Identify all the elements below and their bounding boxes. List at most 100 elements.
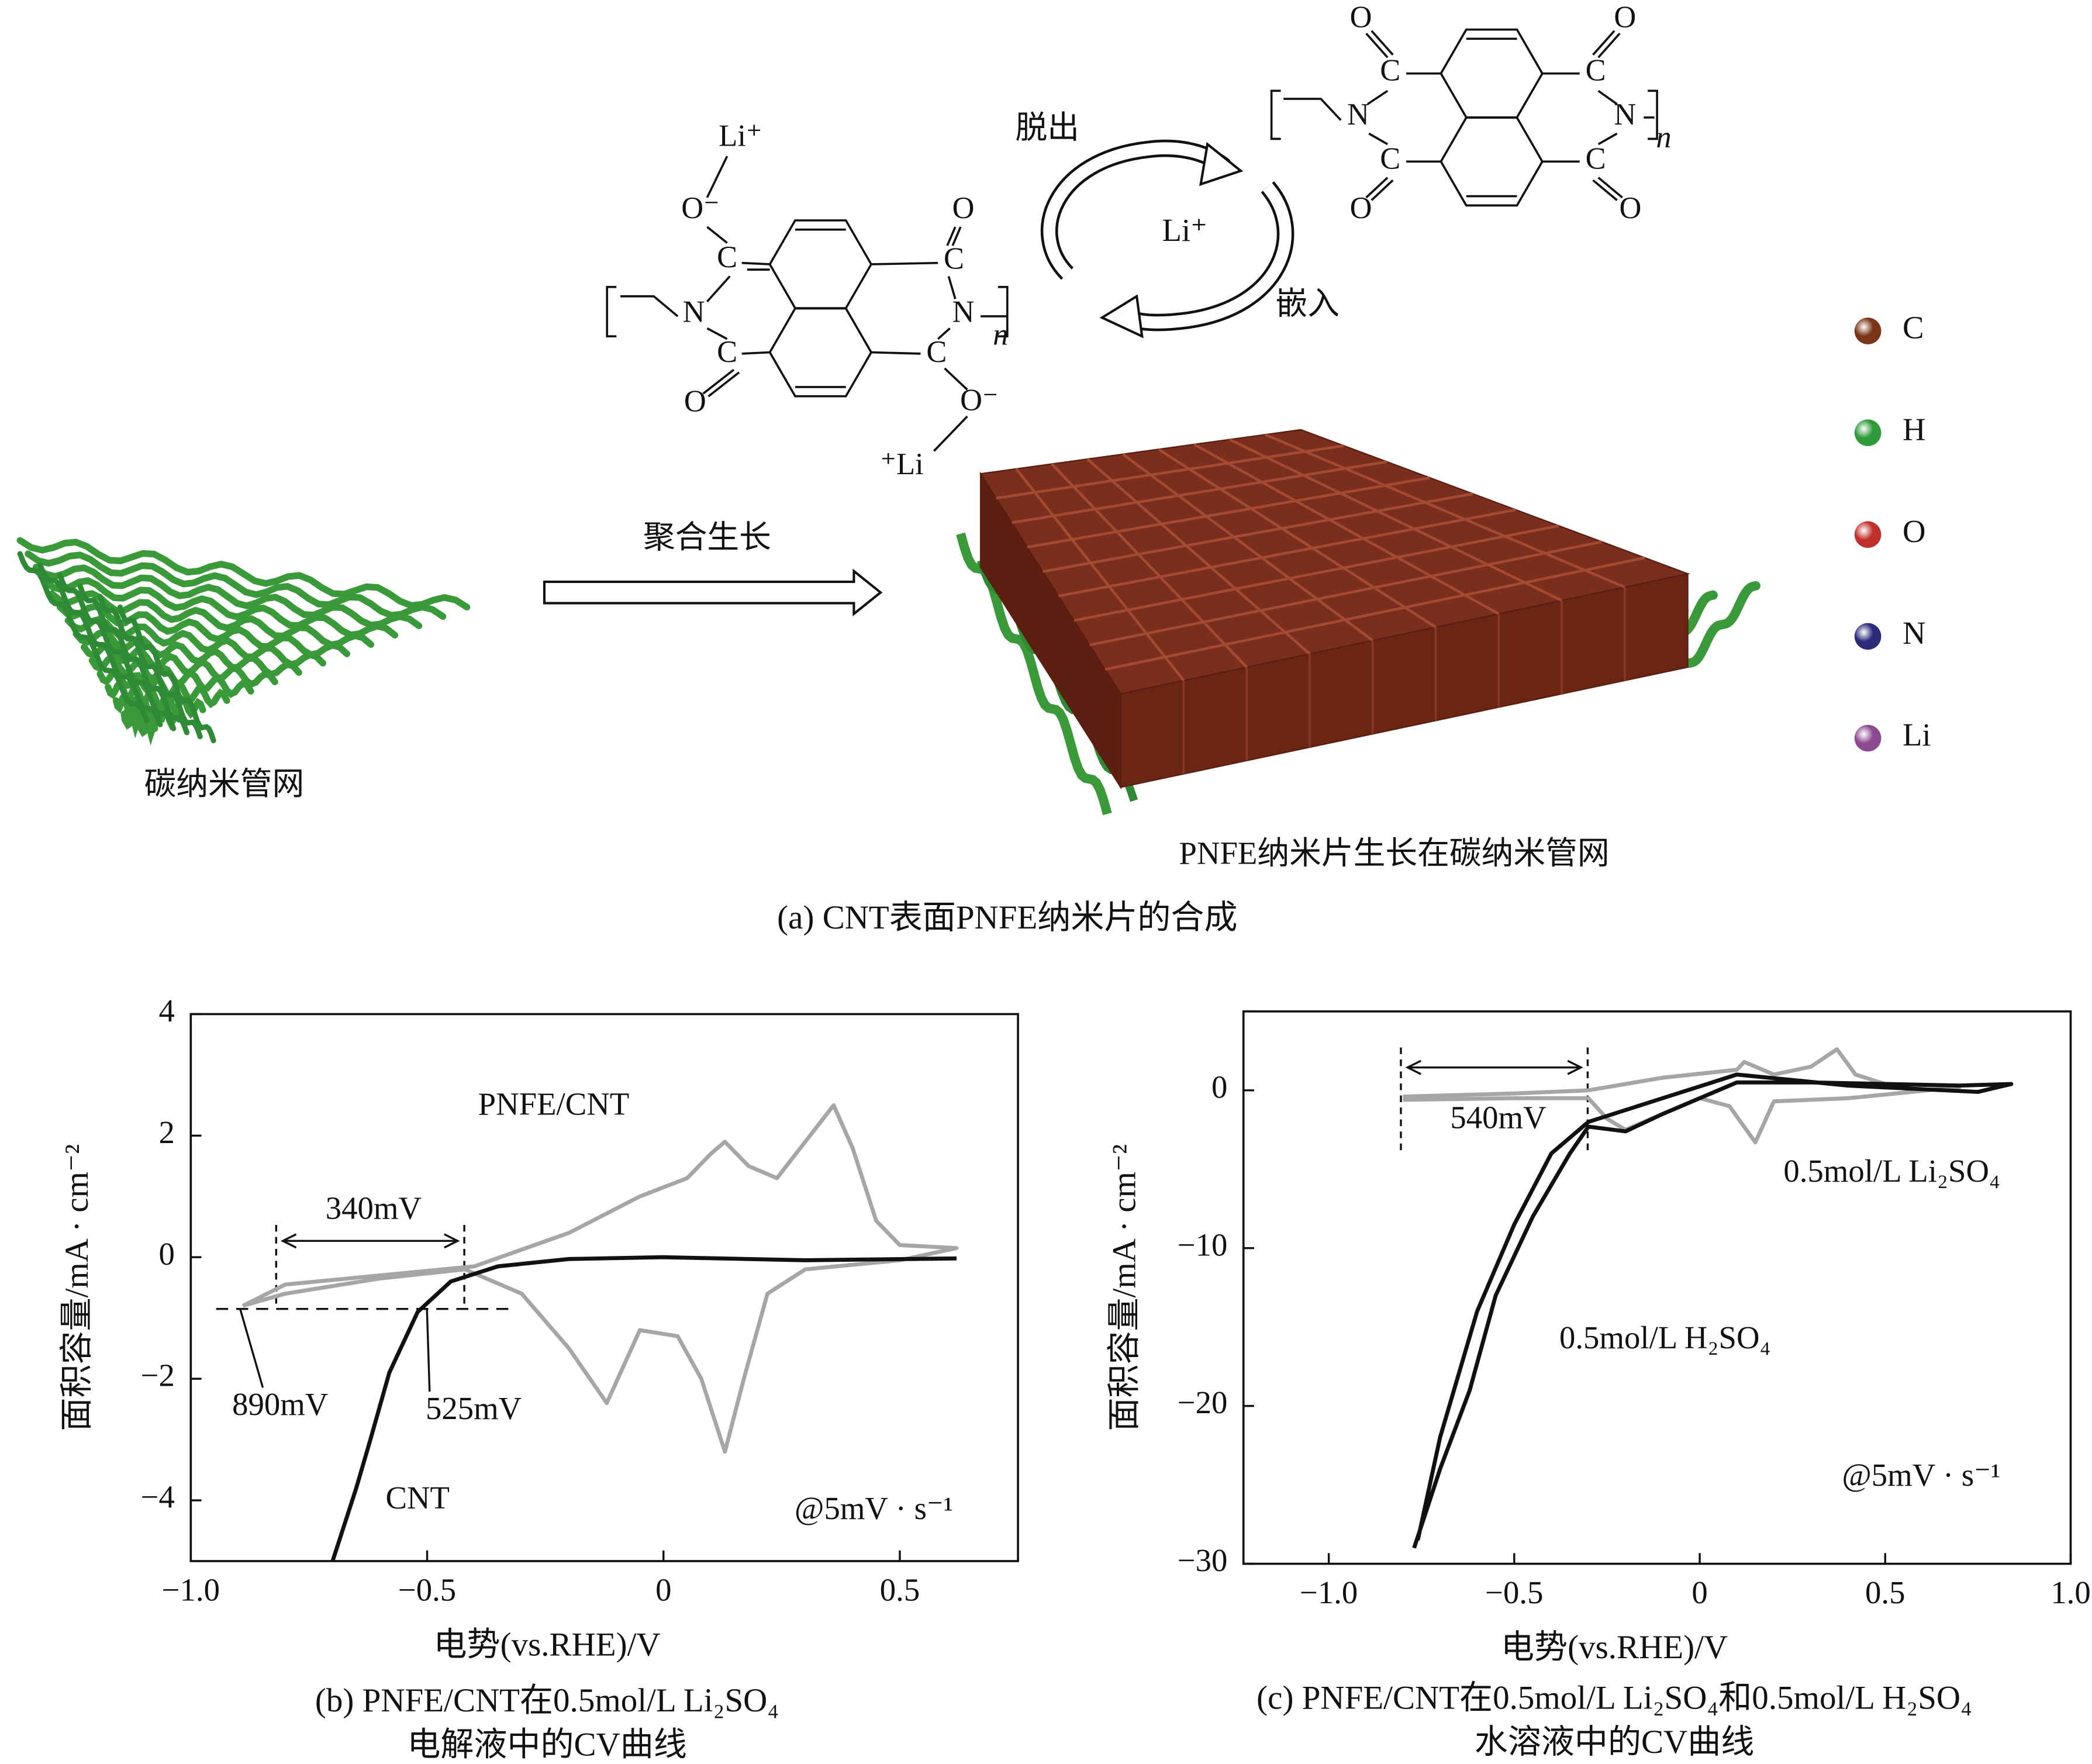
x-tick-label: −1.0 (162, 1572, 220, 1607)
bond (768, 219, 872, 309)
intercalation-label: 嵌入 (1276, 286, 1340, 322)
cv-curve (241, 1103, 959, 1454)
sheet-wall (1193, 443, 1500, 615)
sheet-wall (1042, 492, 1473, 573)
bond (741, 351, 770, 355)
bond (1365, 33, 1389, 58)
x-tick-label: 0.5 (1865, 1575, 1905, 1610)
sheet-wall (1058, 508, 1516, 598)
plot-frame (1242, 1010, 2072, 1565)
y-tick-label: −10 (1178, 1227, 1228, 1262)
bond (768, 307, 872, 398)
legend-label: N (1903, 615, 1926, 651)
atom-label: C (926, 335, 947, 369)
y-tick-label: 2 (159, 1114, 175, 1150)
bond (620, 295, 679, 317)
bond (871, 261, 938, 265)
bond (702, 368, 735, 395)
legend-swatch (1854, 419, 1882, 447)
nanotube (49, 590, 375, 648)
bond (1597, 177, 1623, 199)
x-tick-label: 0 (1691, 1575, 1707, 1610)
plot-area (1403, 1047, 2014, 1549)
x-axis-label: 电势(vs.RHE)/V (434, 1626, 661, 1663)
series-label: 0.5mol/L Li₂SO₄ (1783, 1153, 2000, 1189)
atom-label: C (717, 240, 737, 274)
caption: 电解液中的CV曲线 (407, 1727, 686, 1763)
bond (706, 327, 728, 340)
plot-area (241, 1103, 959, 1561)
atom-label: C (1586, 141, 1606, 175)
bond (707, 371, 740, 398)
atom-label: C (1380, 54, 1400, 88)
series-label: PNFE/CNT (478, 1086, 630, 1122)
bond (1365, 177, 1389, 199)
legend-swatch (1854, 317, 1882, 344)
y-tick-label: −30 (1178, 1542, 1228, 1578)
cv-curve (1412, 1072, 2014, 1549)
y-tick-label: −4 (141, 1479, 175, 1515)
bond (933, 415, 968, 452)
bond (706, 226, 728, 244)
atom-label: N (683, 295, 705, 329)
x-tick-label: 0.5 (880, 1572, 920, 1607)
process-label: 聚合生长 (643, 519, 771, 555)
plot-frame (189, 1013, 1019, 1562)
y-axis-label: 面积容量/mA · cm⁻² (58, 1144, 95, 1431)
bond (1270, 89, 1281, 140)
bond (1648, 89, 1658, 140)
nanotube (117, 604, 216, 744)
annotation: 890mV (232, 1386, 328, 1422)
y-tick-label: 4 (159, 993, 175, 1028)
bond (1370, 30, 1394, 56)
atom-label: N (1614, 98, 1636, 132)
bond (1366, 89, 1389, 105)
bond (706, 156, 729, 198)
sheet-wall (1086, 458, 1311, 655)
atom-label: C (1586, 54, 1606, 88)
sheet-wall (1073, 524, 1559, 622)
bond (606, 285, 617, 338)
annotation-lines-b (216, 1224, 510, 1392)
annotation: 340mV (326, 1190, 422, 1226)
annotation-lines-c (1400, 1047, 1589, 1155)
x-tick-label: −1.0 (1300, 1575, 1358, 1610)
bond (741, 261, 770, 265)
bond (1370, 179, 1394, 201)
atom-label: n (993, 318, 1008, 352)
caption: 水溶液中的CV曲线 (1475, 1724, 1754, 1760)
atom-label: O (1620, 191, 1642, 225)
atom-label: O⁻ (960, 383, 999, 417)
sheet-wall (1104, 556, 1645, 671)
atom-label: O⁻ (681, 191, 720, 225)
nanotube (25, 550, 447, 620)
legend-label: O (1903, 513, 1926, 549)
ion-label: Li⁺ (1162, 212, 1208, 248)
sheet-wall (1027, 476, 1430, 548)
atom-label: C (717, 335, 737, 369)
bond (937, 327, 951, 340)
annotation: @5mV · s⁻¹ (795, 1490, 953, 1526)
process-arrow (543, 568, 883, 617)
y-tick-label: −2 (141, 1358, 175, 1393)
bond (1597, 132, 1618, 146)
x-tick-label: −0.5 (398, 1572, 456, 1607)
legend-label: C (1903, 310, 1924, 346)
bond (706, 275, 731, 303)
atom-label: C (1380, 141, 1400, 175)
atom-label: O (1350, 191, 1372, 225)
y-tick-label: 0 (1211, 1069, 1227, 1104)
x-tick-label: −0.5 (1485, 1575, 1543, 1610)
atom-label: O (952, 191, 975, 225)
deintercalation-label: 脱出 (1016, 109, 1080, 145)
bond (871, 351, 921, 355)
annotation: 525mV (426, 1390, 522, 1426)
legend-label: Li (1903, 717, 1931, 752)
x-axis-label: 电势(vs.RHE)/V (1501, 1629, 1728, 1666)
nanotube (77, 583, 190, 736)
atom-label: O (1614, 0, 1636, 34)
sheet-wall (1265, 433, 1625, 589)
nanotube (32, 564, 423, 630)
bond (946, 226, 957, 246)
